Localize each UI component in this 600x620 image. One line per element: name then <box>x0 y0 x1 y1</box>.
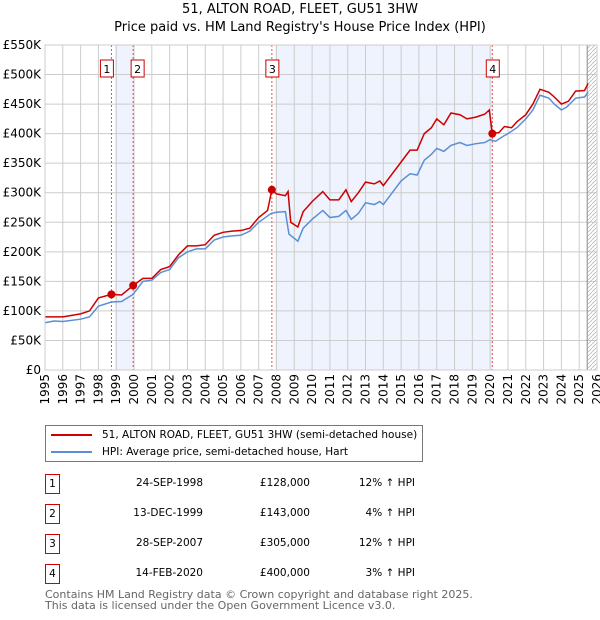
y-tick-label: £500K <box>3 68 43 82</box>
sale-point <box>488 129 497 138</box>
sale-label-box <box>485 59 500 78</box>
property-price-line <box>45 83 589 318</box>
x-tick-label: 1995 <box>38 374 52 405</box>
transaction-row: 2 13-DEC-1999 £143,000 4% ↑ HPI <box>45 504 465 524</box>
x-tick-label: 2025 <box>572 374 586 405</box>
x-tick-label: 1999 <box>109 374 123 405</box>
transaction-hpi-diff: 3% ↑ HPI <box>365 567 415 579</box>
x-tick-label: 2013 <box>359 374 373 405</box>
y-tick-label: £350K <box>3 156 43 170</box>
sale-label: 1 <box>103 63 110 76</box>
legend-item-hpi: HPI: Average price, semi-detached house,… <box>51 446 348 458</box>
x-tick-label: 2018 <box>448 374 462 405</box>
chart-title: 51, ALTON ROAD, FLEET, GU51 3HW <box>182 2 418 17</box>
ownership-shade <box>114 45 134 370</box>
transaction-row: 1 24-SEP-1998 £128,000 12% ↑ HPI <box>45 474 465 494</box>
ownership-shade <box>275 45 493 370</box>
x-tick-label: 2016 <box>412 374 426 405</box>
legend-swatch-red <box>51 434 92 436</box>
x-tick-label: 2023 <box>537 374 551 405</box>
transaction-date: 14-FEB-2020 <box>135 567 203 579</box>
transaction-hpi-diff: 12% ↑ HPI <box>358 477 415 489</box>
x-tick-label: 2020 <box>483 374 497 405</box>
x-tick-label: 2021 <box>501 374 515 405</box>
transaction-row: 3 28-SEP-2007 £305,000 12% ↑ HPI <box>45 534 465 554</box>
x-tick-label: 2002 <box>163 374 177 405</box>
sale-label: 3 <box>269 63 276 76</box>
legend: 51, ALTON ROAD, FLEET, GU51 3HW (semi-de… <box>45 425 423 462</box>
y-tick-label: £550K <box>3 38 43 52</box>
transaction-price: £400,000 <box>259 567 310 579</box>
sale-point <box>129 281 138 290</box>
transaction-hpi-diff: 12% ↑ HPI <box>358 537 415 549</box>
x-tick-label: 2006 <box>234 374 248 405</box>
sale-label: 4 <box>489 63 496 76</box>
legend-label: 51, ALTON ROAD, FLEET, GU51 3HW (semi-de… <box>102 429 418 441</box>
sale-label-box <box>130 59 145 78</box>
x-tick-label: 2010 <box>305 374 319 405</box>
transaction-price: £143,000 <box>259 507 310 519</box>
x-tick-label: 2011 <box>323 374 337 405</box>
transaction-price: £128,000 <box>259 477 310 489</box>
y-tick-label: £400K <box>3 127 43 141</box>
sale-label-box <box>265 59 280 78</box>
sale-label-box <box>99 59 114 78</box>
x-tick-label: 2015 <box>394 374 408 405</box>
x-tick-label: 1997 <box>74 374 88 405</box>
sale-point <box>267 185 276 194</box>
legend-item-property: 51, ALTON ROAD, FLEET, GU51 3HW (semi-de… <box>51 429 417 441</box>
x-tick-label: 2003 <box>180 374 194 405</box>
x-tick-label: 1996 <box>56 374 70 405</box>
y-tick-label: £300K <box>3 186 43 200</box>
y-tick-label: £50K <box>10 333 42 347</box>
legend-label: HPI: Average price, semi-detached house,… <box>102 446 348 458</box>
transaction-hpi-diff: 4% ↑ HPI <box>365 507 415 519</box>
x-tick-label: 2019 <box>465 374 479 405</box>
x-tick-label: 2022 <box>519 374 533 405</box>
transaction-number: 4 <box>45 564 60 584</box>
y-tick-label: £0 <box>26 363 41 377</box>
transaction-number: 3 <box>45 534 60 554</box>
sale-point <box>107 290 116 299</box>
y-tick-label: £450K <box>3 97 43 111</box>
transaction-row: 4 14-FEB-2020 £400,000 3% ↑ HPI <box>45 564 465 584</box>
x-tick-label: 2005 <box>216 374 230 405</box>
x-tick-label: 2012 <box>341 374 355 405</box>
x-tick-label: 2009 <box>287 374 301 405</box>
chart-subtitle: Price paid vs. HM Land Registry's House … <box>114 20 486 35</box>
x-tick-label: 2001 <box>145 374 159 405</box>
transaction-number: 1 <box>45 474 60 494</box>
price-chart: £0 £50K £100K £150K £200K £250K £300K £350K £400… <box>3 38 600 405</box>
y-tick-label: £100K <box>3 304 43 318</box>
x-tick-label: 2017 <box>430 374 444 405</box>
forecast-hatch <box>587 45 597 370</box>
transaction-date: 24-SEP-1998 <box>135 477 203 489</box>
transaction-date: 13-DEC-1999 <box>133 507 203 519</box>
x-tick-label: 2008 <box>269 374 283 405</box>
x-tick-label: 2026 <box>590 374 600 405</box>
x-tick-label: 2014 <box>376 374 390 405</box>
sale-label: 2 <box>134 63 141 76</box>
transaction-number: 2 <box>45 504 60 524</box>
x-tick-label: 2000 <box>127 374 141 405</box>
footer-line-1: Contains HM Land Registry data © Crown c… <box>45 588 473 601</box>
y-tick-label: £200K <box>3 245 43 259</box>
hpi-line <box>44 91 589 324</box>
y-tick-label: £250K <box>3 215 43 229</box>
x-tick-label: 2004 <box>198 374 212 405</box>
x-tick-label: 2024 <box>554 374 568 405</box>
y-tick-label: £150K <box>3 274 43 288</box>
footer-line-2: This data is licensed under the Open Gov… <box>45 599 396 612</box>
x-tick-label: 2007 <box>252 374 266 405</box>
x-tick-label: 1998 <box>91 374 105 405</box>
legend-swatch-blue <box>51 451 92 453</box>
plot-border <box>44 44 598 371</box>
transaction-price: £305,000 <box>259 537 310 549</box>
transaction-date: 28-SEP-2007 <box>135 537 203 549</box>
